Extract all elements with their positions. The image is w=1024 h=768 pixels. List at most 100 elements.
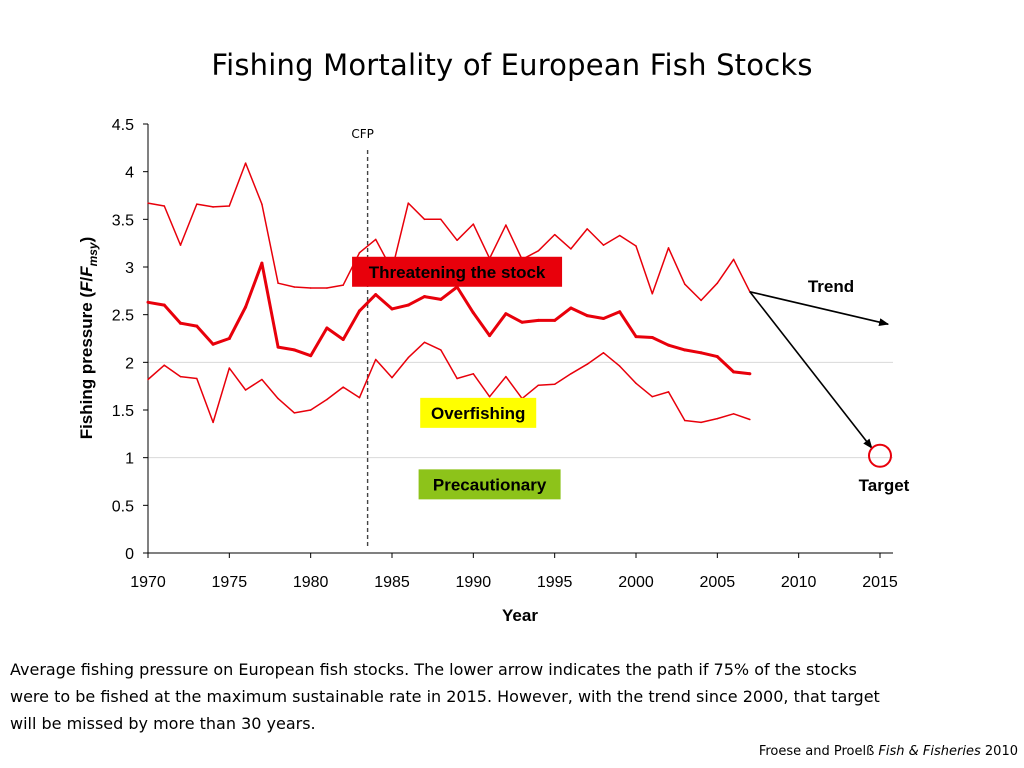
data-point-lower bbox=[472, 373, 475, 375]
series-line-upper bbox=[147, 162, 751, 302]
zone-label-threatening: Threatening the stock bbox=[369, 263, 546, 282]
data-point-lower bbox=[358, 396, 361, 399]
y-tick-label: 2 bbox=[125, 355, 134, 372]
data-point-mean bbox=[325, 326, 329, 330]
data-point-upper bbox=[407, 202, 410, 204]
citation-journal: Fish & Fisheries bbox=[878, 744, 981, 759]
data-point-mean bbox=[520, 320, 524, 324]
zone-box-threatening bbox=[352, 256, 563, 287]
data-point-upper bbox=[570, 248, 572, 250]
data-point-upper bbox=[553, 233, 556, 236]
data-point-upper bbox=[732, 258, 735, 261]
data-point-mean bbox=[471, 311, 475, 315]
data-point-upper bbox=[635, 245, 637, 247]
x-tick-label: 1990 bbox=[456, 574, 492, 591]
y-tick-label: 1.5 bbox=[112, 403, 134, 420]
data-point-upper bbox=[684, 283, 686, 285]
data-point-lower bbox=[342, 386, 344, 388]
data-point-mean bbox=[211, 342, 215, 346]
data-point-upper bbox=[472, 223, 475, 225]
data-point-mean bbox=[227, 337, 231, 340]
data-point-mean bbox=[357, 309, 361, 313]
x-tick-label: 1975 bbox=[212, 574, 248, 591]
data-point-mean bbox=[585, 314, 589, 318]
data-point-upper bbox=[440, 218, 442, 221]
y-tick-label: 4.5 bbox=[112, 117, 134, 134]
x-axis-title: Year bbox=[502, 606, 538, 625]
data-point-lower bbox=[391, 376, 393, 379]
data-point-lower bbox=[602, 352, 605, 354]
data-point-upper bbox=[228, 205, 231, 207]
data-point-upper bbox=[505, 224, 507, 226]
data-point-lower bbox=[586, 363, 588, 365]
zone-box-overfishing bbox=[420, 397, 537, 428]
data-point-lower bbox=[309, 409, 312, 411]
x-tick-label: 2015 bbox=[862, 574, 898, 591]
target-arrow bbox=[749, 291, 873, 449]
y-tick-label: 3.5 bbox=[112, 212, 134, 229]
y-tick-label: 1 bbox=[125, 451, 134, 468]
fishing-mortality-chart: 0 0.5 1 1.5 2 2.5 3 3.5 4 4.5 1970 1975 1980 1985 1990… bbox=[77, 117, 910, 625]
data-point-upper bbox=[342, 284, 344, 286]
data-point-lower bbox=[570, 373, 572, 375]
x-tick-label: 2005 bbox=[700, 574, 736, 591]
citation: Froese and Proelß Fish & Fisheries 2010 bbox=[759, 744, 1018, 759]
x-tick-label: 1995 bbox=[537, 574, 573, 591]
data-point-lower bbox=[716, 417, 719, 420]
data-point-lower bbox=[553, 383, 556, 386]
data-point-mean bbox=[748, 372, 752, 376]
data-point-lower bbox=[179, 375, 182, 378]
y-tick-label: 0.5 bbox=[112, 498, 134, 515]
data-point-upper bbox=[374, 238, 377, 241]
citation-authors: Froese and Proelß bbox=[758, 744, 875, 759]
y-tick-label: 0 bbox=[125, 546, 134, 563]
data-point-lower bbox=[163, 364, 166, 366]
data-point-mean bbox=[374, 293, 378, 297]
data-point-mean bbox=[715, 355, 719, 359]
data-point-upper bbox=[309, 287, 312, 289]
zone-label-overfishing: Overfishing bbox=[431, 404, 525, 423]
data-point-lower bbox=[456, 377, 458, 380]
data-point-lower bbox=[651, 395, 654, 398]
data-point-upper bbox=[147, 202, 149, 204]
data-point-upper bbox=[700, 299, 702, 302]
data-point-mean bbox=[536, 318, 540, 322]
y-tick-label: 2.5 bbox=[112, 308, 134, 325]
data-point-mean bbox=[244, 305, 248, 309]
data-point-mean bbox=[309, 354, 313, 358]
data-point-lower bbox=[407, 356, 410, 359]
data-point-lower bbox=[749, 418, 751, 421]
data-point-upper bbox=[537, 250, 540, 252]
trend-arrow bbox=[749, 291, 890, 327]
slide-title: Fishing Mortality of European Fish Stock… bbox=[211, 48, 813, 82]
data-point-mean bbox=[634, 335, 638, 339]
citation-year: 2010 bbox=[984, 744, 1018, 759]
figure-caption: Average fishing pressure on European fis… bbox=[10, 660, 880, 733]
data-point-mean bbox=[341, 337, 345, 341]
data-point-lower bbox=[277, 397, 279, 400]
data-point-lower bbox=[423, 341, 426, 344]
data-point-upper bbox=[326, 287, 328, 289]
data-point-mean bbox=[504, 312, 508, 316]
data-point-mean bbox=[667, 343, 671, 347]
data-point-mean bbox=[406, 303, 410, 307]
data-point-lower bbox=[732, 413, 735, 415]
data-point-mean bbox=[292, 348, 296, 352]
data-point-mean bbox=[260, 261, 264, 265]
trend-label: Trend bbox=[808, 277, 854, 296]
data-point-mean bbox=[423, 295, 427, 299]
data-point-mean bbox=[569, 306, 573, 310]
series-line-mean bbox=[147, 261, 751, 376]
data-point-upper bbox=[602, 244, 605, 246]
target-label: Target bbox=[859, 476, 910, 495]
x-tick-label: 1985 bbox=[374, 574, 410, 591]
data-point-lower bbox=[440, 349, 442, 351]
data-point-lower bbox=[667, 391, 670, 393]
data-point-mean bbox=[699, 351, 703, 355]
data-point-upper bbox=[163, 205, 166, 207]
data-point-upper bbox=[196, 203, 198, 205]
data-point-upper bbox=[456, 239, 458, 242]
data-point-mean bbox=[650, 336, 654, 340]
data-point-upper bbox=[277, 282, 279, 284]
zone-box-precautionary bbox=[418, 469, 561, 500]
